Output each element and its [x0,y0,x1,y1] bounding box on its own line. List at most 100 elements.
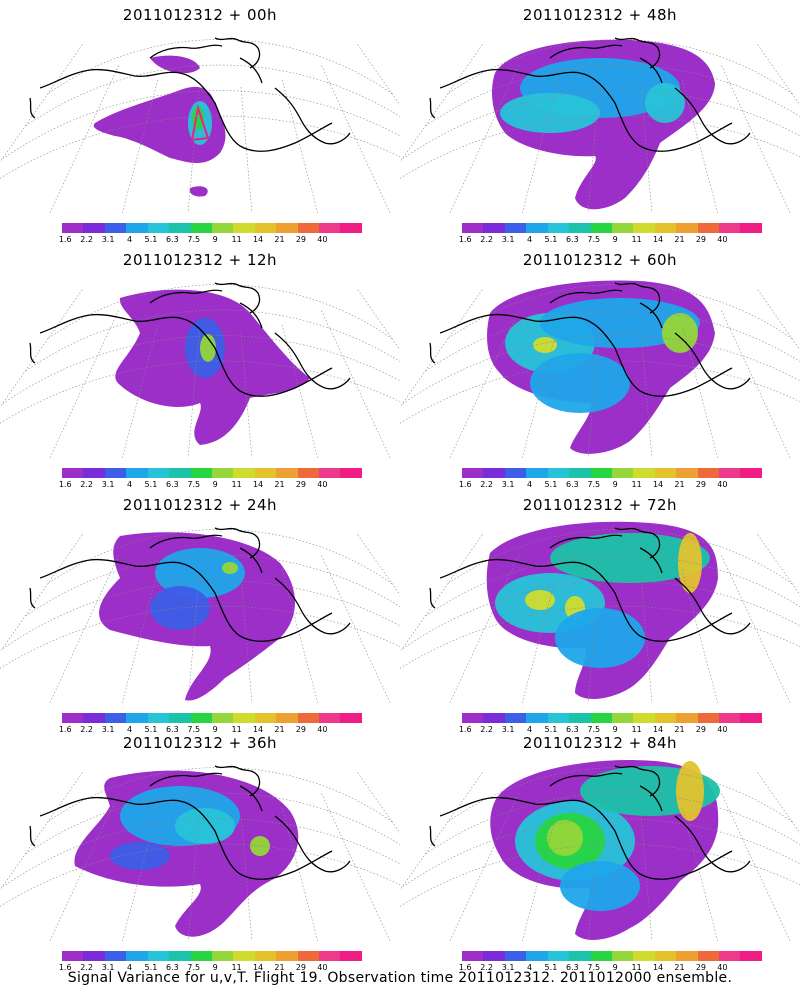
colorbar-tick-label: 4 [526,725,533,734]
colorbar-swatch [276,713,298,723]
latitude-line [24,792,400,855]
colorbar-tick-label: 7.5 [187,235,201,244]
colorbar-swatch [147,713,170,723]
colorbar-tick-label: 4 [526,963,533,972]
colorbar-tick-label: 9 [612,963,618,972]
colorbar-tick-label: 29 [695,725,707,734]
panel-title: 2011012312 + 48h [522,6,678,24]
coastline [239,302,263,329]
colorbar-tick-label: 6.3 [565,235,579,244]
colorbar-tick-label: 29 [295,963,307,972]
colorbar-tick-label: 3.1 [501,725,515,734]
colorbar-tick-label: 14 [652,963,664,972]
colorbar-swatch [569,223,591,233]
colorbar-swatch [483,223,505,233]
colorbar-swatch [504,713,527,723]
colorbar-tick-label: 3.1 [101,725,115,734]
colorbar-swatch [676,223,698,233]
colorbar-swatch [83,223,105,233]
coastline [274,815,351,873]
coastline [39,558,333,642]
colorbar-swatch [590,468,612,478]
longitude-line [321,310,391,458]
colorbar-swatch [233,468,255,478]
longitude-line [721,65,791,213]
colorbar-swatch [233,951,255,961]
variance-contour [155,548,245,598]
map [0,282,400,458]
colorbar-swatch [62,951,84,961]
colorbar-tick-label: 7.5 [587,235,601,244]
variance-contour [533,337,557,353]
colorbar-swatch [526,951,548,961]
colorbar-swatch [633,468,655,478]
colorbar-swatch [319,951,341,961]
colorbar-swatch [611,468,634,478]
panel-title: 2011012312 + 60h [522,251,678,269]
coastline [639,785,663,812]
coastline [674,332,751,390]
coastline [549,289,623,304]
longitude-line [757,289,800,351]
longitude-line [357,534,400,596]
colorbar-tick-label: 29 [295,725,307,734]
colorbar-tick-label: 21 [674,725,685,734]
colorbar-ticks: 1.6 2.2 3.1 4 5.1 6.3 7.5 9 11 14 21 29 40 [459,480,762,490]
colorbar-swatch [62,223,84,233]
colorbar-swatch [611,951,634,961]
colorbar-swatch [319,223,341,233]
longitude-line [0,772,83,891]
colorbar-swatch [126,468,148,478]
colorbar-tick-label: 40 [317,725,328,734]
colorbar-tick-label: 3.1 [501,235,515,244]
colorbar-swatch [590,951,612,961]
colorbar-swatch [319,713,341,723]
variance-contour [676,761,704,821]
colorbar-swatch [340,951,362,961]
colorbar-swatch [719,951,741,961]
panel-title: 2011012312 + 84h [522,734,678,752]
colorbar-tick-label: 21 [274,480,285,489]
longitude-line [400,534,483,653]
colorbar-tick-label: 21 [274,725,285,734]
longitude-line [321,793,391,941]
panel-36h: 2011012312 + 36h 1.6 2.2 3.1 4 5.1 6.3 7.5 9 11 1… [0,728,400,973]
colorbar-tick-label: 4 [126,963,133,972]
colorbar-tick-label: 21 [674,480,685,489]
colorbar-tick-label: 2.2 [480,235,494,244]
colorbar-swatch [526,468,548,478]
colorbar-swatch [633,713,655,723]
colorbar-swatch [254,713,277,723]
colorbar-tick-label: 14 [252,725,264,734]
colorbar-swatch [147,468,170,478]
colorbar-tick-label: 4 [126,725,133,734]
coastline [429,587,436,609]
latitude-line [1,818,400,888]
colorbar-tick-label: 1.6 [58,725,72,734]
longitude-line [400,289,483,408]
colorbar-tick-label: 5.1 [544,235,558,244]
longitude-line [757,772,800,834]
colorbar-tick-label: 29 [295,235,307,244]
colorbar [62,223,362,233]
colorbar-swatch [62,713,84,723]
coastline [39,68,333,152]
colorbar-tick-label: 21 [274,963,285,972]
variance-contour [500,93,600,133]
colorbar-swatch [254,223,277,233]
colorbar-swatch [504,468,527,478]
coastline [29,342,36,364]
coastline [274,87,351,145]
variance-contour [110,842,170,870]
latitude-line [424,554,800,617]
colorbar-swatch [190,223,212,233]
colorbar-tick-label: 4 [526,480,533,489]
colorbar-swatch [483,468,505,478]
colorbar-tick-label: 4 [126,235,133,244]
colorbar-swatch [254,951,277,961]
colorbar-ticks: 1.6 2.2 3.1 4 5.1 6.3 7.5 9 11 14 21 29 40 [59,480,362,490]
colorbar-swatch [104,713,127,723]
colorbar-tick-label: 3.1 [101,480,115,489]
coastline [614,527,661,559]
latitude-line [424,309,800,372]
